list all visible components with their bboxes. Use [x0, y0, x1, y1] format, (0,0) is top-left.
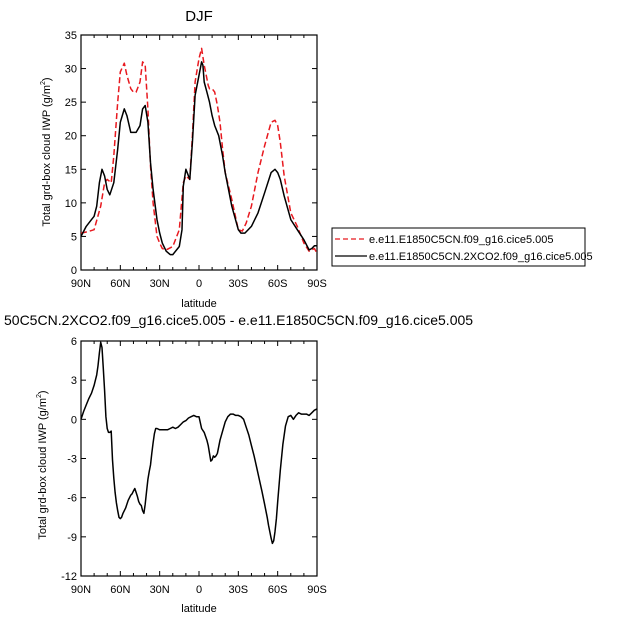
x-tick-label: 0	[196, 584, 202, 596]
top-y-axis-label-close: )	[41, 77, 53, 81]
y-tick-label: 0	[71, 414, 77, 426]
series-line-top-0	[80, 47, 318, 254]
x-tick-label: 60S	[268, 584, 288, 596]
x-tick-label: 90N	[71, 278, 91, 290]
y-tick-label: 6	[71, 336, 77, 348]
bottom-x-axis-label: latitude	[181, 603, 216, 615]
legend-box	[331, 227, 586, 267]
bottom-series-lines	[80, 341, 318, 545]
y-tick-label: 5	[71, 231, 77, 243]
top-y-axis-label: Total grd-box cloud IWP (g/m2)	[40, 77, 53, 226]
top-panel: DJF 90N 60N 30N 0 30S 60S 90S 0 5 10 15 20 25 30 35 l…	[40, 8, 593, 310]
y-tick-label: 15	[65, 164, 77, 176]
x-tick-label: 30S	[229, 584, 249, 596]
x-tick-label: 90S	[307, 584, 327, 596]
top-series-lines	[80, 47, 318, 256]
y-tick-label: 20	[65, 131, 77, 143]
x-tick-label: 60N	[110, 584, 130, 596]
legend-label-2xco2: e.e11.E1850C5CN.2XCO2.f09_g16.cice5.005	[369, 251, 593, 263]
bottom-y-axis-label-close: )	[37, 390, 49, 394]
legend-label-control: e.e11.E1850C5CN.f09_g16.cice5.005	[369, 234, 554, 246]
series-line-top-1	[80, 61, 317, 256]
x-tick-label: 0	[196, 278, 202, 290]
legend: e.e11.E1850C5CN.f09_g16.cice5.005 e.e11.…	[331, 227, 593, 267]
x-tick-label: 60S	[268, 278, 288, 290]
bottom-y-axis-label-sup: 2	[36, 394, 43, 398]
top-y-ticks: 0 5 10 15 20 25 30 35	[65, 30, 317, 277]
bottom-y-ticks: 6 3 0 -3 -6 -9 -12	[61, 336, 317, 583]
y-tick-label: -12	[61, 571, 77, 583]
top-title: DJF	[185, 8, 213, 25]
y-tick-label: 25	[65, 97, 77, 109]
x-tick-label: 90S	[307, 278, 327, 290]
y-tick-label: 30	[65, 64, 77, 76]
bottom-y-axis-label: Total grd-box cloud IWP (g/m2)	[36, 390, 49, 539]
y-tick-label: 10	[65, 198, 77, 210]
y-tick-label: -6	[67, 493, 77, 505]
bottom-title: 50C5CN.2XCO2.f09_g16.cice5.005 - e.e11.E…	[4, 312, 473, 328]
top-y-axis-label-main: Total grd-box cloud IWP (g/m	[41, 85, 53, 227]
x-tick-label: 30N	[150, 278, 170, 290]
series-line-bottom-0	[80, 341, 318, 545]
x-tick-label: 90N	[71, 584, 91, 596]
y-tick-label: 35	[65, 30, 77, 42]
x-tick-label: 30S	[229, 278, 249, 290]
top-x-axis-label: latitude	[181, 298, 216, 310]
bottom-panel: 50C5CN.2XCO2.f09_g16.cice5.005 - e.e11.E…	[4, 312, 473, 615]
y-tick-label: 0	[71, 265, 77, 277]
y-tick-label: -9	[67, 532, 77, 544]
bottom-x-ticks: 90N 60N 30N 0 30S 60S 90S	[71, 341, 327, 596]
top-x-ticks: 90N 60N 30N 0 30S 60S 90S	[71, 35, 327, 290]
x-tick-label: 60N	[110, 278, 130, 290]
bottom-y-axis-label-main: Total grd-box cloud IWP (g/m	[37, 398, 49, 540]
x-tick-label: 30N	[150, 584, 170, 596]
top-y-axis-label-sup: 2	[40, 81, 47, 85]
y-tick-label: -3	[67, 454, 77, 466]
y-tick-label: 3	[71, 375, 77, 387]
